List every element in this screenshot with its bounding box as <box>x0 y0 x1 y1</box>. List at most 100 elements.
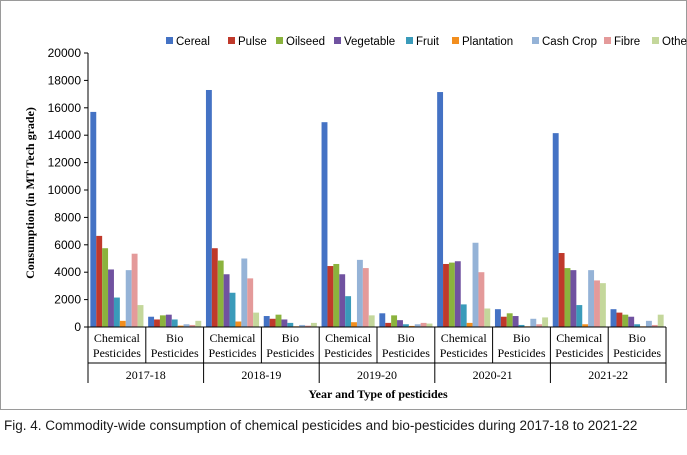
category-label-line2: Pesticides <box>151 346 199 360</box>
legend: Cereal Pulse Oilseed Vegetable Fruit Plantati… <box>166 36 687 48</box>
category-label-line1: Bio <box>282 331 299 345</box>
legend-swatch <box>532 37 539 44</box>
bar-vegetable <box>512 316 519 327</box>
bar-other <box>137 305 144 327</box>
bar-cereal <box>90 111 97 327</box>
bar-fruit <box>518 324 525 327</box>
category-label-line1: Chemical <box>441 331 488 345</box>
legend-label: Plantation <box>462 36 513 48</box>
bar-cash-crop <box>183 324 190 327</box>
year-group-label: 2019-20 <box>357 368 397 382</box>
legend-swatch <box>652 37 659 44</box>
bar-cereal <box>437 92 444 327</box>
bar-fibre <box>478 272 485 327</box>
y-axis-ticks: 0 2000 4000 6000 8000 10000 12000 14000 16000 180… <box>48 46 89 334</box>
bar-vegetable <box>223 274 230 327</box>
bar-oilseed <box>275 314 282 327</box>
bar-fibre <box>594 280 600 327</box>
legend-label: Fruit <box>416 36 440 48</box>
legend-label: Vegetable <box>344 36 395 48</box>
bar-vegetable <box>628 316 635 327</box>
bar-fruit <box>460 304 467 327</box>
bar-fruit <box>287 322 294 327</box>
bar-fibre <box>247 278 254 327</box>
category-label-line2: Pesticides <box>555 346 603 360</box>
bar-other <box>484 308 491 327</box>
legend-label: Cash Crop <box>542 36 597 48</box>
bar-other <box>599 283 606 327</box>
bar-cereal <box>610 309 617 327</box>
y-tick-label: 0 <box>74 320 81 334</box>
category-label-line2: Pesticides <box>324 346 372 360</box>
bar-cash-crop <box>356 259 363 327</box>
year-group-label: 2018-19 <box>241 368 281 382</box>
y-tick-label: 14000 <box>48 128 82 142</box>
bar-plantation <box>235 321 242 327</box>
bar-pulse <box>385 322 392 327</box>
y-axis-label: Consumption (in MT Tech grade) <box>23 107 37 279</box>
bar-fruit <box>113 297 120 327</box>
bar-other <box>657 314 664 327</box>
category-label-line1: Chemical <box>325 331 372 345</box>
bar-vegetable <box>108 269 114 327</box>
bar-plantation <box>408 325 415 327</box>
category-label-line1: Chemical <box>556 331 603 345</box>
bar-pulse <box>269 318 276 327</box>
bar-cereal <box>321 122 328 327</box>
bar-fruit <box>576 305 583 327</box>
bar-vegetable <box>570 270 577 327</box>
bar-oilseed <box>217 260 224 327</box>
category-label-line2: Pesticides <box>382 346 430 360</box>
bar-fruit <box>171 319 178 327</box>
category-label-line2: Pesticides <box>613 346 661 360</box>
bar-cash-crop <box>414 324 421 327</box>
x-axis: ChemicalPesticidesBioPesticidesChemicalP… <box>87 326 667 383</box>
y-tick-label: 10000 <box>48 183 82 197</box>
bar-fibre <box>189 324 196 327</box>
bar-cash-crop <box>530 318 537 327</box>
y-tick-label: 18000 <box>48 73 82 87</box>
legend-label: Other <box>662 36 687 48</box>
bar-cash-crop <box>645 320 652 327</box>
bar-pulse <box>96 235 103 327</box>
category-label-line1: Chemical <box>94 331 141 345</box>
bar-pulse <box>211 248 218 327</box>
bar-plantation <box>466 322 473 327</box>
bar-oilseed <box>159 315 166 327</box>
legend-swatch <box>166 37 173 44</box>
bar-cereal <box>263 316 270 327</box>
category-label-line2: Pesticides <box>498 346 546 360</box>
bar-cash-crop <box>472 242 479 327</box>
bar-cereal <box>494 309 501 327</box>
category-label-line1: Bio <box>628 331 645 345</box>
bar-fibre <box>651 324 658 327</box>
bar-oilseed <box>506 313 513 327</box>
bar-plantation <box>582 324 589 327</box>
bar-other <box>542 317 549 327</box>
year-group-label: 2021-22 <box>588 368 628 382</box>
bar-plantation <box>351 322 357 327</box>
legend-label: Cereal <box>176 36 210 48</box>
category-label-line2: Pesticides <box>209 346 257 360</box>
category-label-line2: Pesticides <box>266 346 314 360</box>
bar-other <box>426 323 433 327</box>
chart-frame: 0 2000 4000 6000 8000 10000 12000 14000 16000 180… <box>0 0 687 410</box>
x-axis-label: Year and Type of pesticides <box>308 387 448 401</box>
bars <box>90 89 664 328</box>
legend-swatch <box>406 37 413 44</box>
bar-oilseed <box>448 262 455 327</box>
legend-swatch <box>452 37 459 44</box>
bar-vegetable <box>281 319 288 327</box>
bar-other <box>195 320 202 327</box>
bar-fibre <box>305 325 311 327</box>
bar-other <box>368 315 375 327</box>
legend-swatch <box>334 37 341 44</box>
bar-oilseed <box>391 315 398 327</box>
bar-fruit <box>634 324 641 327</box>
legend-label: Fibre <box>614 36 640 48</box>
y-tick-label: 20000 <box>48 46 82 60</box>
legend-swatch <box>228 37 235 44</box>
bar-fibre <box>131 253 138 327</box>
y-tick-label: 6000 <box>54 238 81 252</box>
bar-pulse <box>443 263 449 327</box>
